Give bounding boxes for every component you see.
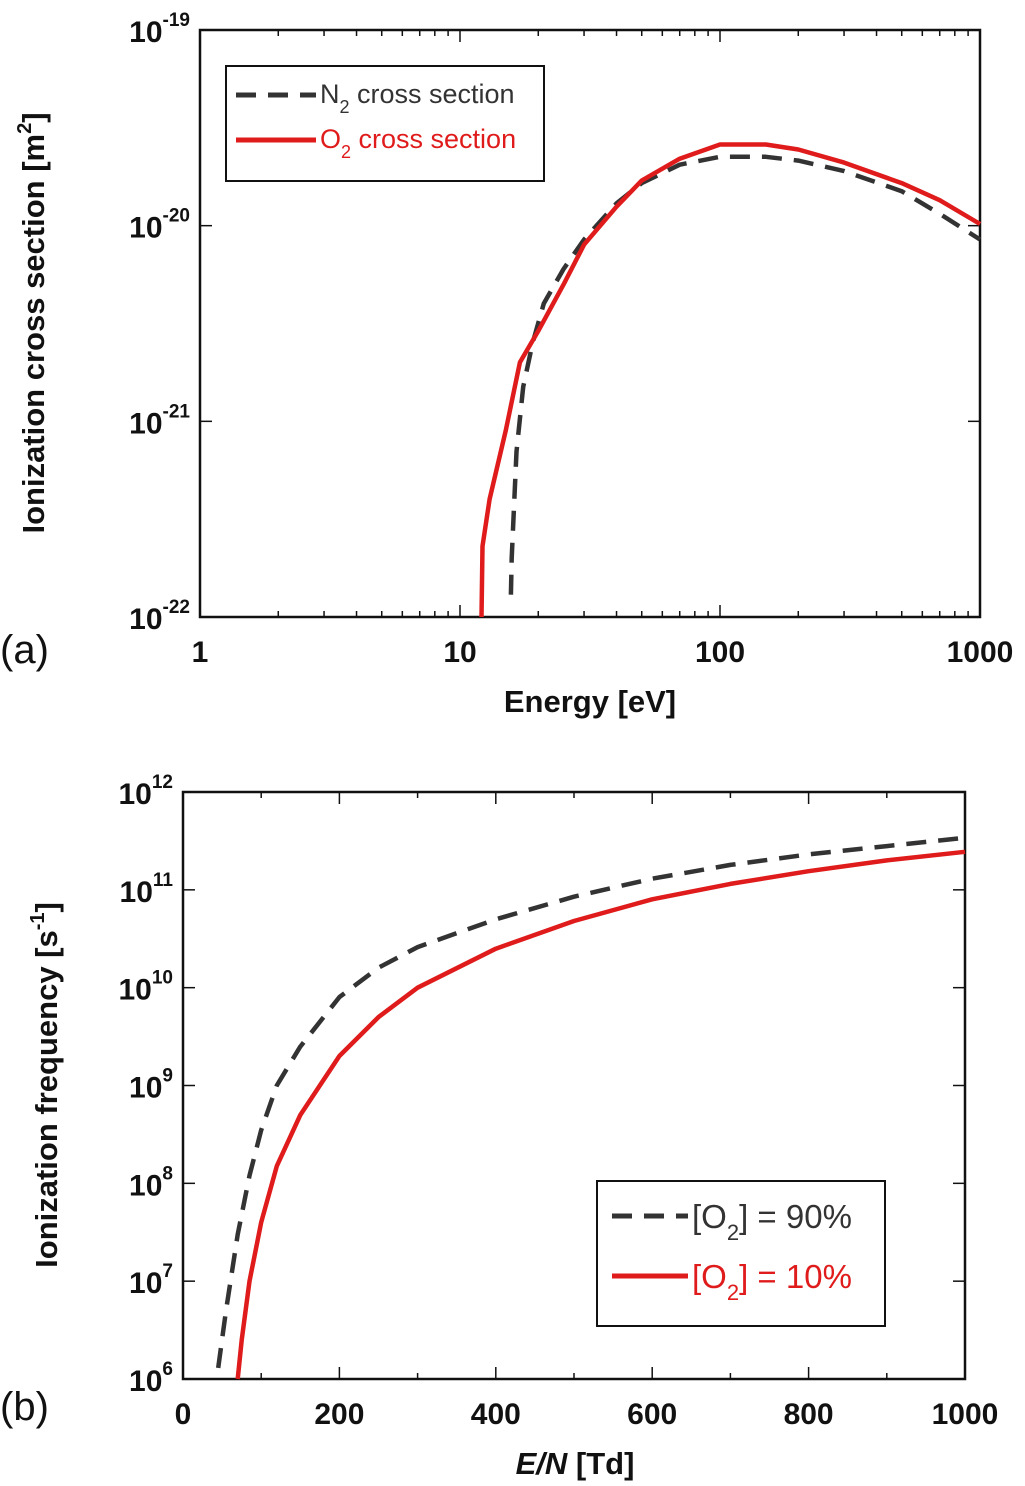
legend-label-o2: O2 cross section	[320, 124, 516, 162]
tick-marks-b	[182, 791, 966, 1380]
panel-b-chart: 0 200 400 600 800 1000 1061071081091010101110…	[0, 772, 998, 1481]
panel-label-b: (b)	[0, 1385, 49, 1429]
x-tick-label: 10	[443, 636, 476, 669]
legend-label-90pct: [O2] = 90%	[692, 1198, 852, 1245]
series-line-0	[508, 154, 982, 595]
x-tick-label: 800	[784, 1398, 834, 1431]
y-tick-label: 108	[129, 1163, 173, 1202]
y-tick-labels-a: 10-22 10-21 10-20 10-19	[129, 10, 190, 636]
y-tick-label: 1010	[118, 968, 173, 1007]
legend-b: [O2] = 90% [O2] = 10%	[596, 1180, 886, 1327]
x-tick-label: 1000	[947, 636, 1014, 669]
legend-box-b	[596, 1180, 886, 1327]
y-tick-label: 10-19	[129, 10, 190, 49]
y-tick-label: 10-20	[129, 206, 190, 245]
x-tick-label: 1	[192, 636, 209, 669]
panel-label-a: (a)	[0, 628, 49, 672]
y-tick-label: 10-21	[129, 401, 190, 440]
x-axis-title-a: Energy [eV]	[504, 684, 676, 719]
x-tick-labels-a: 1 10 100 1000	[192, 636, 1014, 669]
legend-a: N2 cross section O2 cross section	[225, 65, 545, 182]
y-axis-title-a: Ionization cross section [m2]	[14, 112, 51, 533]
y-tick-label: 106	[129, 1359, 173, 1398]
legend-label-10pct: [O2] = 10%	[692, 1258, 852, 1305]
series-line-0	[215, 835, 966, 1369]
x-tick-label: 0	[175, 1398, 192, 1431]
tick-marks-a	[199, 29, 981, 618]
x-axis-title-b: E/N [Td]	[516, 1446, 635, 1481]
x-tick-label: 400	[471, 1398, 521, 1431]
panel-a-chart: 1 10 100 1000 10-22 10-21 10-20 10-19 Energy […	[0, 10, 1013, 719]
y-tick-label: 10-22	[129, 597, 190, 636]
x-tick-label: 1000	[932, 1398, 999, 1431]
plot-frame-a	[198, 28, 982, 619]
y-tick-label: 109	[129, 1066, 173, 1105]
x-tick-label: 200	[314, 1398, 364, 1431]
x-tick-label: 600	[627, 1398, 677, 1431]
series-lines-b	[215, 835, 966, 1380]
x-tick-label: 100	[695, 636, 745, 669]
legend-label-n2: N2 cross section	[320, 79, 515, 117]
y-tick-label: 1012	[118, 772, 173, 811]
series-line-1	[235, 849, 966, 1380]
y-axis-title-b: Ionization frequency [s-1]	[27, 902, 64, 1268]
series-line-1	[479, 142, 982, 618]
legend-box-a	[225, 65, 545, 182]
series-lines-a	[479, 142, 982, 618]
x-tick-labels-b: 0 200 400 600 800 1000	[175, 1398, 999, 1431]
y-tick-labels-b: 106 107 108 109 1010 1011 1012	[118, 772, 173, 1398]
y-tick-label: 107	[129, 1261, 173, 1300]
y-tick-label: 1011	[120, 870, 174, 909]
